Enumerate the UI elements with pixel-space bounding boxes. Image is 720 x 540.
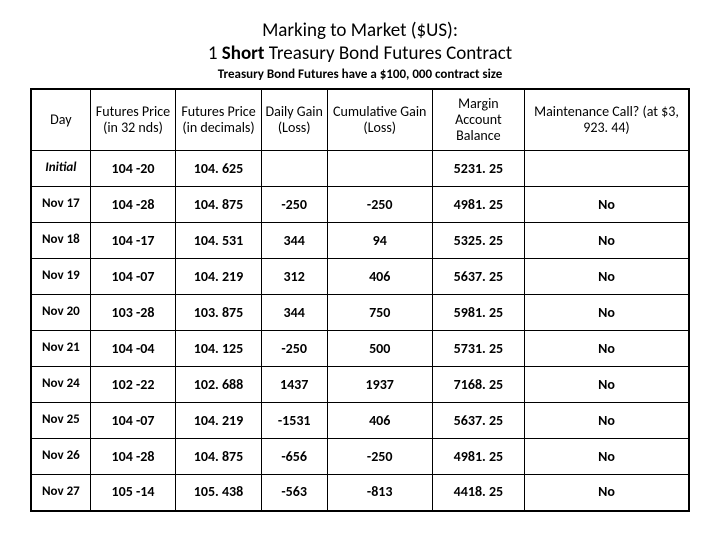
data-cell: No [524,331,689,367]
title-line-2-bold: Short [222,42,265,65]
table-row: Nov 24102 -22102. 688143719377168. 25No [31,367,689,403]
title-line-2-post: Treasury Bond Futures Contract [265,42,513,65]
day-cell: Initial [31,151,90,187]
data-cell: 344 [261,223,327,259]
data-cell: 105. 438 [176,475,262,511]
data-cell: -1531 [261,403,327,439]
title-line-2: 1 Short Treasury Bond Futures Contract [30,43,690,66]
data-cell: No [524,223,689,259]
data-cell: 104. 219 [176,259,262,295]
data-cell [261,151,327,187]
data-cell: 5981. 25 [432,295,524,331]
data-cell: 104. 219 [176,403,262,439]
data-cell [327,151,432,187]
data-cell: 104 -04 [90,331,176,367]
table-header: DayFutures Price (in 32 nds)Futures Pric… [31,89,689,151]
data-cell: 406 [327,403,432,439]
data-cell: -250 [327,439,432,475]
column-header: Day [31,89,90,151]
table-row: Nov 21104 -04104. 125-2505005731. 25No [31,331,689,367]
data-cell: 5637. 25 [432,403,524,439]
data-cell: 4981. 25 [432,187,524,223]
data-cell: 406 [327,259,432,295]
data-cell: 5637. 25 [432,259,524,295]
data-cell: 5731. 25 [432,331,524,367]
day-cell: Nov 21 [31,331,90,367]
title-line-2-pre: 1 [208,42,222,65]
data-cell: 104 -20 [90,151,176,187]
data-cell: -250 [261,331,327,367]
data-cell: -250 [327,187,432,223]
column-header: Margin Account Balance [432,89,524,151]
data-cell: 105 -14 [90,475,176,511]
data-cell: 750 [327,295,432,331]
column-header: Cumulative Gain (Loss) [327,89,432,151]
table-row: Nov 25104 -07104. 219-15314065637. 25No [31,403,689,439]
data-cell: 104 -17 [90,223,176,259]
data-cell: 104. 625 [176,151,262,187]
data-cell: 5325. 25 [432,223,524,259]
data-cell: 7168. 25 [432,367,524,403]
data-cell: 94 [327,223,432,259]
data-cell: 1937 [327,367,432,403]
day-cell: Nov 19 [31,259,90,295]
data-cell: 104 -28 [90,187,176,223]
data-cell [524,151,689,187]
data-cell: No [524,295,689,331]
table-body: Initial104 -20104. 6255231. 25Nov 17104 … [31,151,689,511]
data-cell: 312 [261,259,327,295]
table-row: Nov 26104 -28104. 875-656-2504981. 25No [31,439,689,475]
day-cell: Nov 25 [31,403,90,439]
day-cell: Nov 27 [31,475,90,511]
data-cell: -250 [261,187,327,223]
data-cell: No [524,403,689,439]
day-cell: Nov 20 [31,295,90,331]
subtitle: Treasury Bond Futures have a $100, 000 c… [30,67,690,82]
day-cell: Nov 24 [31,367,90,403]
data-cell: 104 -07 [90,403,176,439]
data-cell: 5231. 25 [432,151,524,187]
data-cell: 104. 875 [176,187,262,223]
data-cell: 104. 875 [176,439,262,475]
title-block: Marking to Market ($US): 1 Short Treasur… [30,20,690,82]
column-header: Maintenance Call? (at $3, 923. 44) [524,89,689,151]
data-cell: 344 [261,295,327,331]
day-cell: Nov 18 [31,223,90,259]
data-cell: 104. 125 [176,331,262,367]
data-cell: 500 [327,331,432,367]
data-cell: No [524,439,689,475]
column-header: Futures Price (in decimals) [176,89,262,151]
header-row: DayFutures Price (in 32 nds)Futures Pric… [31,89,689,151]
data-cell: No [524,475,689,511]
data-cell: 104. 531 [176,223,262,259]
table-row: Nov 17104 -28104. 875-250-2504981. 25No [31,187,689,223]
data-cell: -813 [327,475,432,511]
data-cell: No [524,367,689,403]
data-cell: No [524,259,689,295]
data-cell: No [524,187,689,223]
day-cell: Nov 26 [31,439,90,475]
data-cell: -656 [261,439,327,475]
column-header: Daily Gain (Loss) [261,89,327,151]
column-header: Futures Price (in 32 nds) [90,89,176,151]
data-cell: 4981. 25 [432,439,524,475]
table-row: Nov 27105 -14105. 438-563-8134418. 25No [31,475,689,511]
day-cell: Nov 17 [31,187,90,223]
table-row: Initial104 -20104. 625 5231. 25 [31,151,689,187]
title-line-1: Marking to Market ($US): [30,20,690,43]
data-cell: 104 -28 [90,439,176,475]
table-row: Nov 19104 -07104. 2193124065637. 25No [31,259,689,295]
futures-table: DayFutures Price (in 32 nds)Futures Pric… [30,88,690,512]
data-cell: 4418. 25 [432,475,524,511]
slide-container: Marking to Market ($US): 1 Short Treasur… [0,0,720,540]
data-cell: 102. 688 [176,367,262,403]
data-cell: 104 -07 [90,259,176,295]
data-cell: -563 [261,475,327,511]
data-cell: 1437 [261,367,327,403]
data-cell: 103. 875 [176,295,262,331]
data-cell: 103 -28 [90,295,176,331]
data-cell: 102 -22 [90,367,176,403]
table-row: Nov 18104 -17104. 531344945325. 25No [31,223,689,259]
table-row: Nov 20103 -28103. 8753447505981. 25No [31,295,689,331]
